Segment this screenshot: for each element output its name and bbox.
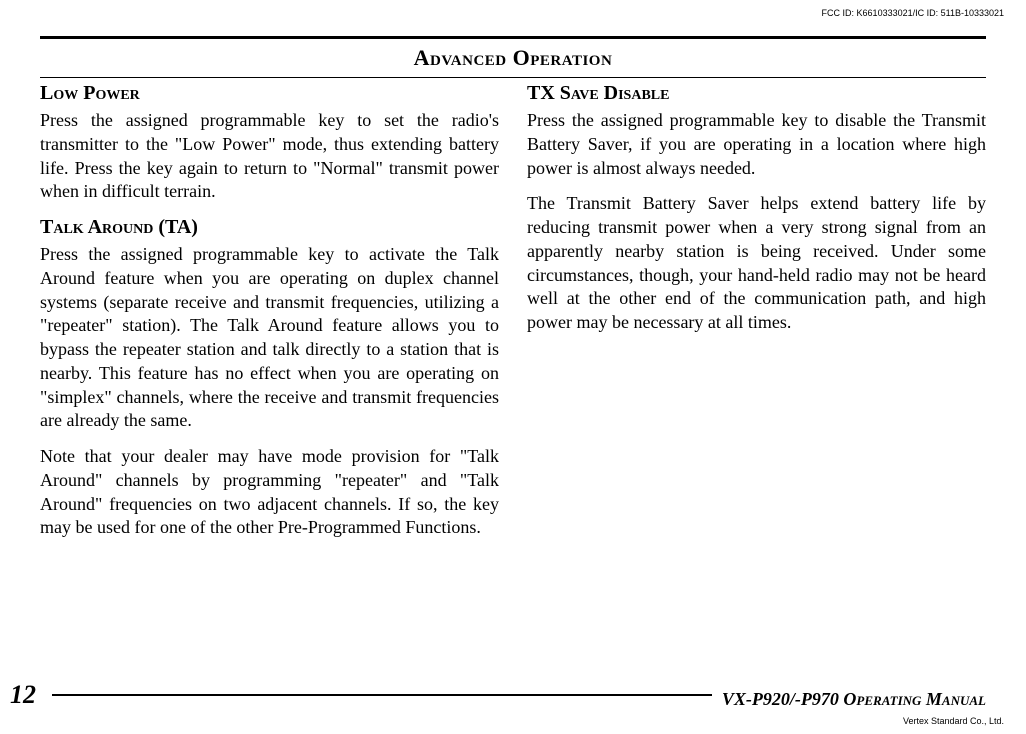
- vendor-label: Vertex Standard Co., Ltd.: [903, 716, 1004, 726]
- para-tx-save-2: The Transmit Battery Saver helps extend …: [527, 192, 986, 335]
- right-column: TX Save Disable Press the assigned progr…: [527, 82, 986, 552]
- para-talk-around-2: Note that your dealer may have mode prov…: [40, 445, 499, 540]
- heading-low-power: Low Power: [40, 82, 499, 105]
- heading-tx-save: TX Save Disable: [527, 82, 986, 105]
- para-tx-save-1: Press the assigned programmable key to d…: [527, 109, 986, 180]
- page-title: Advanced Operation: [40, 45, 986, 71]
- top-rule-thin: [40, 77, 986, 78]
- left-column: Low Power Press the assigned programmabl…: [40, 82, 499, 552]
- content-columns: Low Power Press the assigned programmabl…: [40, 82, 986, 552]
- footer-manual-title: VX-P920/-P970 Operating Manual: [712, 689, 986, 710]
- top-rule-thick: [40, 36, 986, 39]
- page-footer: 12 VX-P920/-P970 Operating Manual: [0, 680, 1026, 710]
- para-low-power: Press the assigned programmable key to s…: [40, 109, 499, 204]
- page: FCC ID: K6610333021/IC ID: 511B-10333021…: [0, 0, 1026, 734]
- para-talk-around-1: Press the assigned programmable key to a…: [40, 243, 499, 433]
- heading-talk-around: Talk Around (TA): [40, 216, 499, 239]
- fcc-id-label: FCC ID: K6610333021/IC ID: 511B-10333021: [822, 8, 1004, 18]
- page-number: 12: [10, 680, 42, 710]
